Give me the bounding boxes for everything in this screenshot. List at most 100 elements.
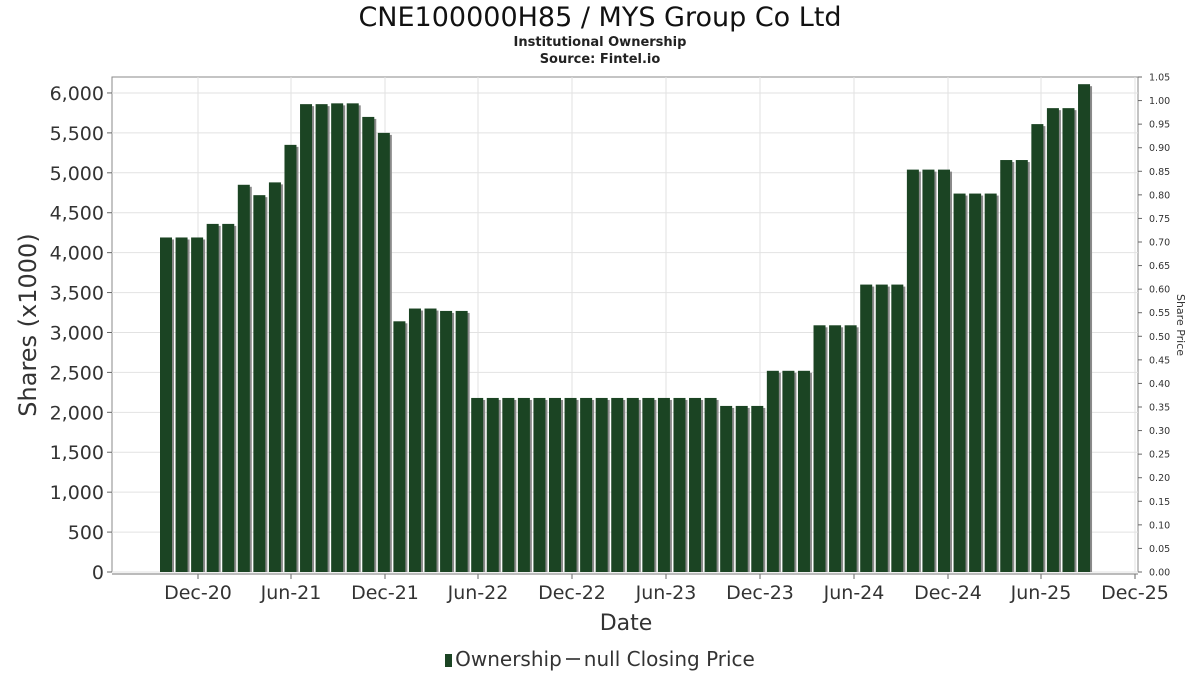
- y2-tick-label: 0.30: [1149, 426, 1170, 437]
- ownership-bar: [642, 397, 655, 572]
- ownership-bar: [751, 405, 764, 572]
- ownership-bar: [797, 370, 810, 572]
- x-tick-label: Jun-21: [260, 582, 322, 604]
- ownership-bar: [1000, 160, 1013, 572]
- legend-ownership-label: Ownership: [455, 647, 562, 671]
- ownership-legend-swatch: [445, 654, 453, 667]
- ownership-bar: [829, 325, 842, 572]
- x-tick-label: Jun-25: [1010, 582, 1072, 604]
- y2-tick-label: 1.05: [1149, 73, 1170, 84]
- y2-tick-label: 0.75: [1149, 214, 1170, 225]
- y-tick-label: 2,000: [50, 402, 104, 424]
- chart-subtitle: Institutional Ownership: [513, 35, 687, 50]
- ownership-bar: [346, 103, 359, 572]
- ownership-bar: [860, 284, 873, 572]
- y2-tick-label: 0.50: [1149, 332, 1170, 343]
- x-tick-label: Dec-23: [726, 582, 794, 604]
- ownership-bar: [362, 116, 375, 572]
- ownership-bar: [424, 308, 437, 572]
- ownership-bar: [377, 132, 390, 573]
- ownership-bar: [268, 182, 281, 573]
- ownership-bar: [300, 104, 313, 572]
- x-tick-label: Jun-22: [447, 582, 509, 604]
- ownership-bar: [253, 195, 266, 572]
- y-tick-label: 5,000: [50, 163, 104, 185]
- ownership-bar: [160, 237, 172, 572]
- x-tick-label: Dec-20: [164, 582, 232, 604]
- ownership-bar: [222, 223, 235, 572]
- ownership-bar: [969, 193, 982, 572]
- ownership-bar: [1031, 124, 1044, 573]
- ownership-bar: [284, 144, 297, 572]
- ownership-bar: [875, 284, 888, 572]
- ownership-bar: [1046, 108, 1059, 573]
- ownership-bar: [331, 103, 344, 572]
- y2-tick-label: 0.65: [1149, 261, 1170, 272]
- ownership-bar: [517, 397, 530, 572]
- y2-tick-label: 0.00: [1149, 568, 1170, 579]
- y2-tick-label: 0.95: [1149, 120, 1170, 131]
- y2-tick-label: 0.90: [1149, 143, 1170, 154]
- chart-bars: [160, 84, 1093, 573]
- ownership-bar: [471, 397, 484, 572]
- ownership-bar: [486, 397, 499, 572]
- y2-tick-label: 0.25: [1149, 450, 1170, 461]
- chart-legend: Ownership null Closing Price: [0, 647, 1200, 671]
- chart-axes: 0 500 1,000 1,500 2,000 2,500 3,000 3,500 4,000 4…: [50, 73, 1171, 605]
- y2-tick-label: 0.45: [1149, 355, 1170, 366]
- ownership-bar: [657, 397, 670, 572]
- ownership-bar: [844, 325, 857, 572]
- ownership-bar: [938, 169, 950, 572]
- ownership-bar: [1062, 108, 1075, 573]
- ownership-bar: [393, 321, 406, 572]
- y2-tick-label: 1.00: [1149, 96, 1170, 107]
- ownership-bar: [175, 237, 188, 572]
- x-axis-label: Date: [600, 611, 653, 636]
- ownership-bar: [315, 104, 328, 572]
- ownership-bar: [237, 184, 250, 572]
- y2-axis-label: Share Price: [1174, 294, 1187, 356]
- y2-tick-label: 0.70: [1149, 238, 1170, 249]
- y-tick-label: 3,000: [50, 322, 104, 344]
- ownership-bar: [455, 310, 468, 572]
- y2-tick-label: 0.15: [1149, 497, 1170, 508]
- ownership-bar: [440, 310, 453, 572]
- ownership-bar: [673, 397, 686, 572]
- ownership-bar: [533, 397, 546, 572]
- x-tick-label: Jun-23: [635, 582, 697, 604]
- ownership-bar: [549, 397, 561, 572]
- y-tick-label: 500: [68, 522, 104, 544]
- ownership-bar: [1015, 160, 1028, 572]
- y-tick-label: 2,500: [50, 362, 104, 384]
- ownership-bar: [984, 193, 997, 572]
- y-tick-label: 1,000: [50, 482, 104, 504]
- ownership-bar: [1078, 84, 1091, 572]
- ownership-bar: [906, 169, 919, 572]
- ownership-bar: [611, 397, 624, 572]
- y-tick-label: 4,000: [50, 243, 104, 265]
- ownership-bar: [720, 405, 733, 572]
- ownership-bar: [735, 405, 748, 572]
- y2-tick-label: 0.05: [1149, 544, 1170, 555]
- ownership-bar: [953, 193, 966, 572]
- ownership-bar: [580, 397, 593, 572]
- y-tick-label: 6,000: [50, 83, 104, 105]
- ownership-bar: [191, 237, 204, 572]
- ownership-bar: [782, 370, 795, 572]
- y-tick-label: 5,500: [50, 123, 104, 145]
- y2-tick-label: 0.10: [1149, 520, 1170, 531]
- ownership-bar: [813, 325, 826, 572]
- ownership-bar: [626, 397, 639, 572]
- y2-tick-label: 0.80: [1149, 190, 1170, 201]
- y-tick-label: 0: [92, 562, 104, 584]
- x-tick-label: Dec-22: [538, 582, 606, 604]
- ownership-bar: [922, 169, 935, 572]
- x-tick-label: Dec-21: [351, 582, 419, 604]
- y2-tick-label: 0.60: [1149, 285, 1170, 296]
- y2-tick-label: 0.85: [1149, 167, 1170, 178]
- y2-tick-label: 0.35: [1149, 403, 1170, 414]
- ownership-bar: [564, 397, 577, 572]
- y-axis-label: Shares (x1000): [14, 233, 42, 416]
- y2-tick-label: 0.55: [1149, 308, 1170, 319]
